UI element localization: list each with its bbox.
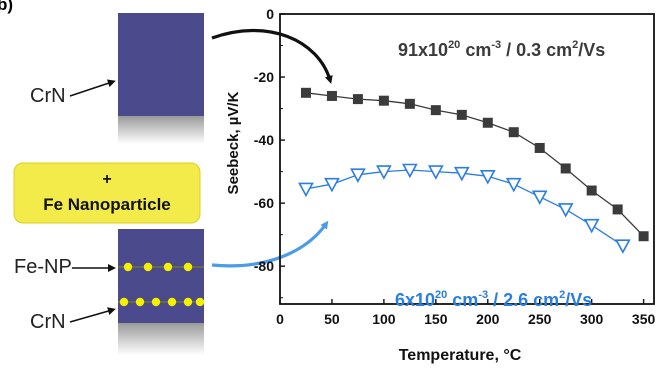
series-1-point: [586, 185, 597, 196]
series-1-point: [326, 90, 337, 101]
crn-pointer-top: [69, 79, 116, 97]
fenp-dots-row-1: [123, 262, 193, 272]
fe-nanoparticle-dot: [151, 297, 161, 307]
y-tick-label: -20: [254, 69, 274, 85]
chart-ticks: 0 50 100 150 200 250 300 350 0 -20 -40 -60 -80: [254, 6, 656, 327]
series-2-point: [324, 177, 340, 193]
series-1-point: [378, 95, 389, 106]
series-2-line: [305, 169, 624, 247]
fe-nanoparticle-dot: [143, 262, 153, 272]
series-2-point: [583, 218, 600, 234]
crn-film-bottom: [118, 229, 204, 323]
fe-nanoparticle-dot: [195, 297, 205, 307]
arrow-to-gray-series: [211, 28, 333, 84]
fe-nanoparticle-label: Fe Nanoparticle: [43, 195, 171, 214]
chart: 0 50 100 150 200 250 300 350 0 -20 -40 -60 -80 Tempe…: [225, 6, 656, 364]
series-1-point: [352, 94, 363, 105]
series-2-point: [350, 168, 366, 183]
series-1-point: [612, 204, 623, 215]
series-2-point: [531, 190, 548, 206]
series-2-point: [453, 166, 470, 182]
x-tick-label: 150: [424, 311, 448, 327]
x-axis-label: Temperature, °C: [399, 347, 522, 364]
crn-label-top: CrN: [30, 85, 66, 107]
fe-nanoparticle-dot: [167, 297, 177, 307]
y-tick-label: 0: [266, 6, 274, 22]
series-2-point: [427, 165, 444, 180]
fe-nanoparticle-dot: [123, 262, 133, 272]
fe-nanoparticle-dot: [183, 262, 193, 272]
crn-pointer-bottom: [69, 307, 116, 323]
plus-symbol: +: [102, 171, 111, 188]
series-1-point: [456, 109, 467, 120]
fenp-dots-row-2: [119, 297, 205, 307]
x-tick-label: 100: [372, 311, 396, 327]
chart-axes: [279, 13, 655, 305]
series-2-point: [402, 163, 418, 179]
series-2-point: [557, 203, 574, 218]
series-1-point: [300, 87, 311, 98]
crn-label-bottom: CrN: [30, 311, 66, 333]
fe-nanoparticle-dot: [183, 297, 193, 307]
series-2-point: [376, 165, 392, 180]
y-tick-label: -60: [254, 195, 274, 211]
y-tick-label: -40: [254, 132, 274, 148]
series-1-point: [430, 105, 441, 116]
series-1-point: [404, 98, 415, 109]
annotation-blue: 6x1020 cm-3 / 2.6 cm2/Vs: [395, 289, 592, 310]
y-axis-label: Seebeck, µV/K: [225, 91, 242, 194]
panel-letter: b): [0, 0, 13, 14]
series-1-point: [638, 231, 649, 242]
crn-film-bottom-shadow: [118, 323, 204, 355]
arrow-to-blue-series: [211, 220, 329, 268]
fe-nanoparticle-dot: [135, 297, 145, 307]
schematic: CrN + Fe Nanoparticle Fe-NP CrN: [13, 13, 333, 355]
x-tick-label: 0: [276, 311, 284, 327]
series-1-point: [508, 127, 519, 138]
crn-film-top: [118, 13, 204, 116]
x-tick-label: 200: [476, 311, 500, 327]
fe-nanoparticle-dot: [119, 297, 129, 307]
series-1-point: [560, 163, 571, 174]
x-tick-label: 300: [580, 311, 604, 327]
series-2-point: [614, 239, 631, 254]
series-2-point: [479, 170, 496, 185]
x-tick-label: 350: [632, 311, 656, 327]
x-tick-label: 250: [528, 311, 552, 327]
plot-frame: [279, 13, 655, 305]
fe-nanoparticle-box: [13, 162, 201, 224]
series-2-point: [298, 182, 314, 198]
fenp-label: Fe-NP: [14, 256, 72, 278]
series-1-point: [482, 117, 493, 128]
chart-series: [298, 87, 649, 254]
series-1-point: [534, 142, 545, 153]
annotation-gray: 91x1020 cm-3 / 0.3 cm2/Vs: [398, 39, 605, 60]
fe-nanoparticle-dot: [163, 262, 173, 272]
series-2-point: [505, 177, 522, 193]
series-1-line: [305, 92, 645, 237]
crn-film-top-shadow: [118, 116, 204, 144]
y-tick-label: -80: [254, 258, 274, 274]
x-tick-label: 50: [324, 311, 340, 327]
